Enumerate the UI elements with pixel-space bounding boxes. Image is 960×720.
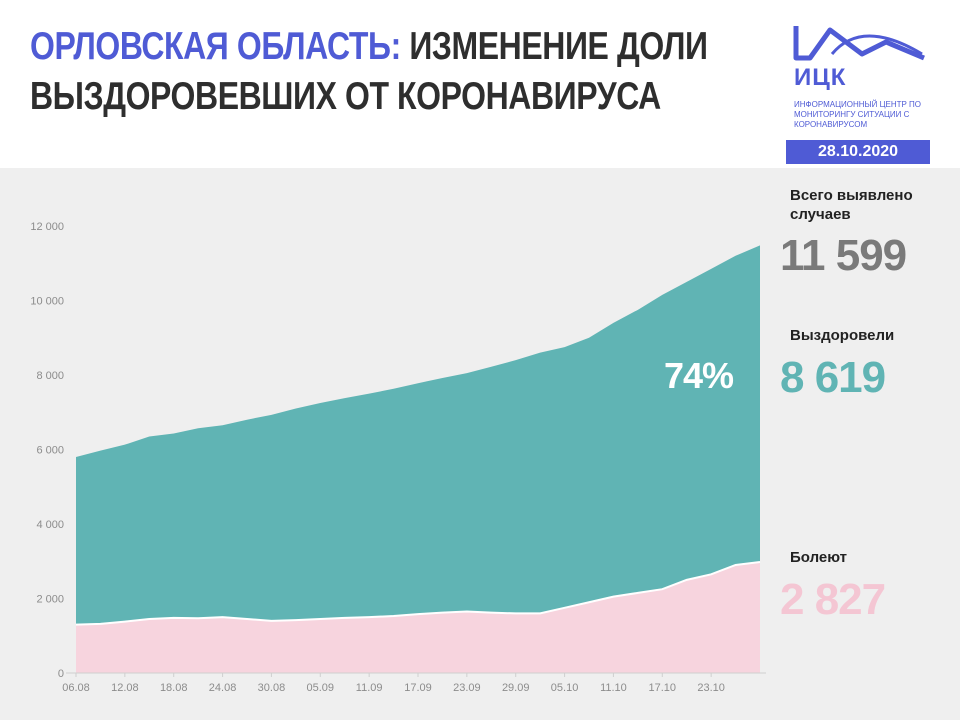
total-label-text: Всего выявлено случаев (790, 187, 913, 223)
x-tick-label: 06.08 (62, 682, 90, 694)
x-tick-label: 11.09 (356, 682, 383, 694)
y-tick-label: 10 000 (30, 296, 64, 308)
recovered-value: 8 619 (780, 353, 886, 402)
x-tick-label: 17.10 (649, 682, 677, 694)
y-tick-label: 4 000 (36, 519, 64, 531)
recovered-label: Выздоровели (790, 327, 895, 344)
x-tick-label: 05.10 (551, 682, 579, 694)
series-boundary-line (75, 561, 761, 626)
sick-label: Болеют (790, 549, 848, 566)
x-tick-label: 17.09 (404, 682, 432, 694)
header: ОРЛОВСКАЯ ОБЛАСТЬ: ИЗМЕНЕНИЕ ДОЛИ ВЫЗДОР… (0, 0, 960, 168)
recovered-area (76, 245, 760, 625)
total-value: 11 599 (780, 231, 907, 280)
chart-area: 0 2 000 4 000 6 000 8 000 10 000 12 000 06.08 12… (0, 168, 960, 720)
logo-subtitle: ИНФОРМАЦИОННЫЙ ЦЕНТР ПО МОНИТОРИНГУ СИТУ… (794, 100, 922, 129)
x-tick-label: 30.08 (258, 682, 286, 694)
recovered-share: 74% (664, 355, 734, 396)
x-tick-label: 05.09 (307, 682, 335, 694)
logo: ИЦК ИНФОРМАЦИОННЫЙ ЦЕНТР ПО МОНИТОРИНГУ … (792, 24, 932, 129)
area-chart: 0 2 000 4 000 6 000 8 000 10 000 12 000 06.08 12… (30, 221, 766, 694)
x-tick-label: 23.10 (697, 682, 725, 694)
title-region: ОРЛОВСКАЯ ОБЛАСТЬ: (30, 25, 401, 68)
y-tick-label: 2 000 (36, 594, 64, 606)
sick-area (76, 561, 760, 673)
date-badge: 28.10.2020 (786, 140, 930, 164)
logo-wave-icon (793, 26, 925, 61)
y-tick-label: 12 000 (30, 221, 64, 233)
title-topic: ИЗМЕНЕНИЕ ДОЛИ (400, 25, 708, 68)
x-tick-label: 23.09 (453, 682, 481, 694)
x-tick-label: 11.10 (600, 682, 627, 694)
y-tick-label: 8 000 (36, 370, 64, 382)
sick-value: 2 827 (780, 575, 886, 624)
x-tick-label: 29.09 (502, 682, 530, 694)
y-tick-label: 0 (58, 668, 64, 680)
title-line-2: ВЫЗДОРОВЕВШИХ ОТ КОРОНАВИРУСА (30, 75, 661, 118)
x-tick-label: 18.08 (160, 682, 188, 694)
logo-name: ИЦК (794, 64, 847, 91)
total-label: Всего выявлено случаев (790, 186, 930, 224)
page-title: ОРЛОВСКАЯ ОБЛАСТЬ: ИЗМЕНЕНИЕ ДОЛИ ВЫЗДОР… (30, 22, 708, 122)
x-tick-label: 24.08 (209, 682, 237, 694)
y-tick-label: 6 000 (36, 445, 64, 457)
x-tick-label: 12.08 (111, 682, 139, 694)
